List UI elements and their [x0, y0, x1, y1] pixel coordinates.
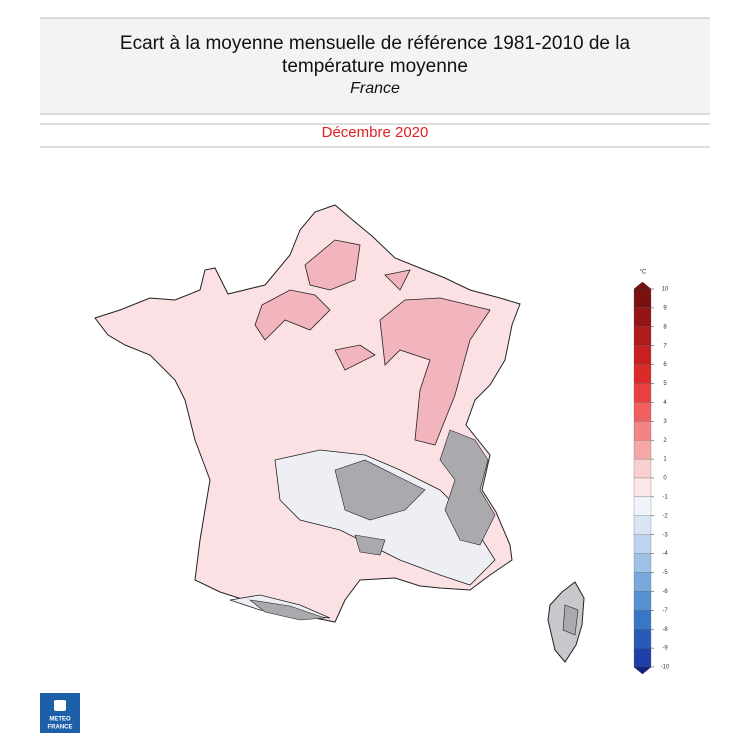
cold-area — [562, 604, 579, 636]
title-line: température moyenne — [282, 56, 468, 77]
color-swatch — [633, 421, 652, 441]
tick-label: -4 — [662, 551, 668, 557]
cold-area — [439, 429, 496, 546]
color-swatch — [633, 307, 652, 327]
color-swatch — [633, 326, 652, 346]
cool-area — [274, 449, 496, 586]
tick-label: -10 — [661, 665, 670, 671]
color-swatch — [633, 402, 652, 422]
tick-label: 9 — [663, 305, 667, 311]
logo-text: METEO — [49, 717, 71, 723]
title-line: Ecart à la moyenne mensuelle de référenc… — [120, 33, 631, 54]
tick-label: -3 — [662, 532, 668, 538]
color-swatch — [633, 364, 652, 384]
color-swatch — [633, 572, 652, 592]
tick-label: -1 — [662, 494, 668, 500]
color-swatch — [633, 383, 652, 403]
colorbar-arrow — [633, 281, 652, 290]
tick-label: -8 — [662, 627, 668, 633]
tick-label: 3 — [663, 419, 667, 425]
logo-icon — [54, 700, 66, 711]
tick-label: -6 — [662, 589, 668, 595]
colorbar-arrow — [633, 666, 652, 675]
color-swatch — [633, 591, 652, 611]
color-swatch — [633, 288, 652, 309]
logo-text: FRANCE — [48, 725, 73, 731]
warm-area — [304, 239, 361, 291]
warm-area — [254, 289, 331, 341]
tick-label: 6 — [663, 362, 667, 368]
region: France — [350, 80, 400, 97]
period: Décembre 2020 — [322, 124, 429, 141]
tick-label: -5 — [662, 570, 668, 576]
cold-area — [334, 459, 426, 521]
tick-label: -7 — [662, 608, 668, 614]
tick-label: 8 — [663, 324, 667, 330]
color-swatch — [633, 458, 652, 479]
tick-label: 0 — [663, 476, 667, 482]
title-box — [40, 18, 710, 114]
logo — [40, 693, 80, 733]
color-swatch — [633, 647, 652, 668]
tick-label: 5 — [663, 381, 667, 387]
tick-label: -9 — [662, 646, 668, 652]
color-swatch — [633, 515, 652, 535]
cold-area — [248, 599, 326, 621]
color-swatch — [633, 440, 652, 460]
tick-label: 4 — [663, 400, 667, 406]
tick-label: 2 — [663, 438, 667, 444]
color-swatch — [633, 496, 652, 516]
color-swatch — [633, 534, 652, 554]
tick-label: 7 — [663, 343, 667, 349]
tick-label: -2 — [662, 513, 668, 519]
color-swatch — [633, 477, 652, 498]
map — [94, 204, 585, 663]
colorbar-unit: °C — [640, 270, 647, 276]
color-swatch — [633, 629, 652, 649]
warm-area — [384, 269, 411, 291]
color-swatch — [633, 345, 652, 365]
cold-area — [354, 534, 386, 556]
tick-label: 1 — [663, 457, 667, 463]
tick-label: 10 — [662, 287, 669, 293]
color-swatch — [633, 610, 652, 630]
warm-area — [379, 297, 491, 446]
warm-area — [334, 344, 376, 371]
color-swatch — [633, 553, 652, 573]
